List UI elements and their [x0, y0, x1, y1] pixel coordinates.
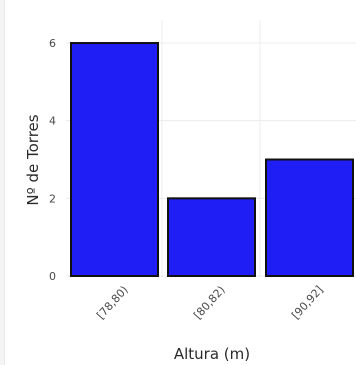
bar	[70, 42, 159, 277]
y-tick-label: 4	[49, 115, 56, 128]
x-tick-label: [90,92]	[289, 283, 325, 321]
bars	[70, 42, 354, 277]
x-tick-label: [78,80)	[94, 283, 130, 321]
panel-border	[0, 0, 5, 365]
x-axis-title: Altura (m)	[174, 345, 250, 363]
bar	[265, 158, 354, 277]
y-tick-labels: 0 2 4 6	[49, 37, 56, 283]
x-tick-label: [80,82)	[191, 283, 227, 321]
y-axis-title: Nº de Torres	[24, 114, 42, 205]
bar	[167, 197, 256, 277]
x-tick-labels: [78,80) [80,82) [90,92]	[94, 283, 325, 321]
y-tick-label: 2	[49, 192, 56, 205]
y-tick-label: 0	[49, 270, 56, 283]
y-tick-label: 6	[49, 37, 56, 50]
